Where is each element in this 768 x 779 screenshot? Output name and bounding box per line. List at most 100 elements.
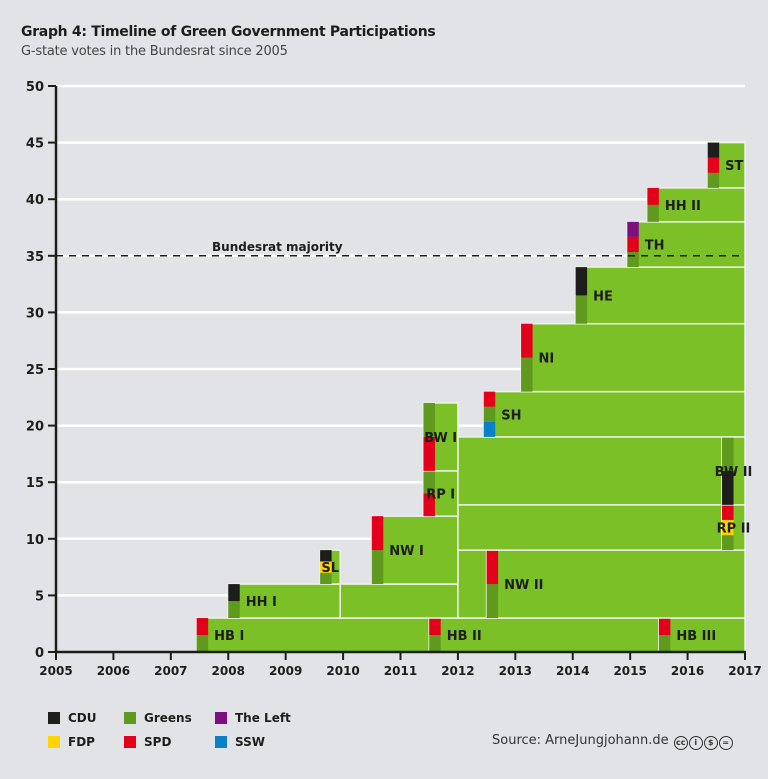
chart-title: Graph 4: Timeline of Green Government Pa… (21, 24, 436, 40)
y-tick-label: 30 (26, 306, 44, 321)
state-block (457, 549, 488, 619)
block-label: NI (539, 352, 555, 367)
block-label: HE (593, 289, 613, 304)
block-label: NW II (504, 578, 543, 593)
coalition-segment-greens (483, 406, 496, 422)
coalition-segment-greens (196, 635, 209, 652)
block-label: HH I (246, 595, 277, 610)
coalition-segment-spd (647, 187, 659, 205)
legend-item-cdu: CDU (48, 711, 97, 725)
block-label: BW I (424, 431, 457, 446)
state-block-nw-i (371, 515, 459, 585)
source-credit: Source: ArneJungjohann.de cc i $ = (492, 733, 733, 750)
x-tick-label: 2006 (97, 664, 130, 678)
legend-swatch (48, 736, 60, 748)
legend-label: The Left (235, 711, 291, 725)
y-tick-label: 5 (35, 589, 44, 604)
coalition-segment-spd (423, 436, 435, 471)
x-tick-label: 2007 (154, 664, 187, 678)
coalition-segment-greens (486, 584, 499, 619)
y-tick-label: 15 (26, 476, 44, 491)
block-label: HB I (214, 629, 244, 644)
legend-label: Greens (144, 711, 192, 725)
coalition-segment-fdp (722, 519, 734, 536)
coalition-segment-spd (722, 504, 734, 520)
coalition-segment-greens (575, 295, 588, 324)
y-tick-label: 20 (26, 420, 44, 435)
legend-label: SPD (144, 735, 172, 749)
coalition-segment-greens (423, 402, 435, 437)
coalition-segment-greens (707, 172, 720, 188)
block-label: RP I (426, 488, 455, 503)
legend-swatch (215, 736, 227, 748)
block-label: ST (725, 159, 743, 174)
state-block-sh (483, 390, 746, 438)
coalition-segment-spd (486, 550, 499, 585)
legend-swatch (48, 712, 60, 724)
x-tick-label: 2011 (384, 664, 417, 678)
coalition-segment-spd (423, 493, 435, 517)
y-tick-label: 45 (26, 137, 44, 152)
x-tick-label: 2014 (556, 664, 589, 678)
x-tick-label: 2005 (39, 664, 72, 678)
x-tick-label: 2008 (212, 664, 245, 678)
coalition-segment-greens (423, 470, 435, 494)
block-label: BW II (715, 465, 753, 480)
coalition-segment-spd (483, 391, 496, 407)
nd-icon: = (718, 736, 733, 750)
coalition-segment-greens (722, 436, 734, 471)
coalition-segment-cdu (320, 550, 332, 562)
x-tick-label: 2016 (671, 664, 704, 678)
chart-subtitle: G-state votes in the Bundesrat since 200… (21, 44, 288, 59)
block-label: SL (321, 561, 339, 576)
state-block-ni (520, 322, 746, 393)
block-label: HH II (665, 199, 701, 214)
y-tick-label: 50 (26, 80, 44, 95)
coalition-segment-spd (627, 236, 639, 253)
coalition-segment-cdu (228, 584, 240, 602)
coalition-segment-spd (707, 157, 720, 173)
state-block-he (574, 266, 746, 325)
block-label: HB II (447, 629, 482, 644)
block-label: SH (501, 408, 521, 423)
nc-icon: $ (703, 736, 718, 750)
legend-item-spd: SPD (124, 735, 171, 749)
coalition-segment-spd (196, 618, 209, 636)
x-tick-label: 2010 (326, 664, 359, 678)
x-tick-label: 2009 (269, 664, 302, 678)
coalition-segment-spd (429, 618, 441, 636)
state-block-hh-ii (646, 187, 746, 223)
coalition-segment-spd (371, 516, 384, 551)
coalition-segment-cdu (707, 142, 720, 158)
x-tick-label: 2017 (728, 664, 761, 678)
majority-label: Bundesrat majority (212, 240, 343, 254)
coalition-segment-greens (658, 635, 671, 652)
source-text: Source: ArneJungjohann.de (492, 733, 669, 748)
coalition-segment-the-left (627, 221, 639, 237)
coalition-segment-greens (228, 601, 240, 619)
coalition-segment-greens (521, 357, 533, 392)
y-tick-label: 0 (35, 646, 44, 661)
coalition-segment-greens (320, 572, 332, 585)
coalition-segment-greens (722, 535, 734, 551)
coalition-segment-fdp (320, 561, 332, 573)
coalition-segment-cdu (575, 267, 588, 296)
coalition-segment-spd (521, 323, 533, 358)
block-label: NW I (389, 544, 424, 559)
cc-icon: cc (673, 736, 688, 750)
state-block-nw-ii (485, 549, 746, 619)
block-label: TH (645, 238, 665, 253)
legend-label: SSW (235, 735, 265, 749)
legend-item-fdp: FDP (48, 735, 95, 749)
legend-swatch (124, 712, 136, 724)
coalition-segment-greens (429, 635, 441, 652)
state-block (457, 504, 723, 551)
y-tick-label: 40 (26, 193, 44, 208)
coalition-segment-greens (371, 550, 384, 585)
legend-label: CDU (68, 711, 97, 725)
state-block (457, 436, 723, 506)
y-tick-label: 25 (26, 363, 44, 378)
coalition-segment-cdu (722, 470, 734, 505)
block-label: RP II (717, 521, 751, 536)
